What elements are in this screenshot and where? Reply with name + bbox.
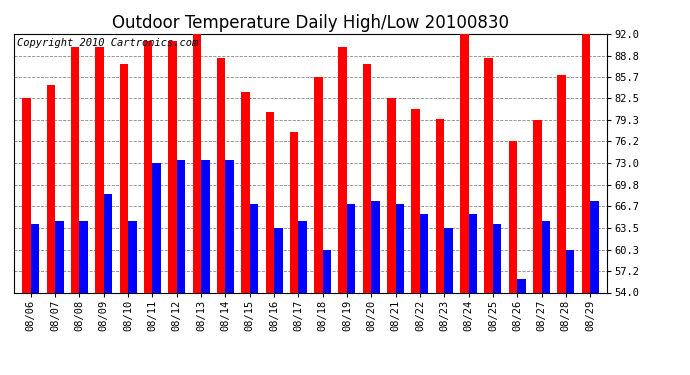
Bar [71,47,79,292]
Bar [339,47,347,292]
Bar [314,76,323,292]
Bar [274,228,282,292]
Bar [542,221,550,292]
Bar [144,40,152,292]
Bar [533,120,542,292]
Bar [469,214,477,292]
Bar [460,34,469,292]
Bar [168,40,177,292]
Bar [363,64,371,292]
Bar [226,160,234,292]
Bar [387,99,395,292]
Bar [177,160,185,292]
Bar [266,112,274,292]
Bar [558,75,566,292]
Bar [47,85,55,292]
Bar [201,160,210,292]
Bar [371,201,380,292]
Bar [590,201,599,292]
Bar [420,214,428,292]
Bar [128,221,137,292]
Bar [152,163,161,292]
Bar [217,58,226,292]
Bar [518,279,526,292]
Bar [31,224,39,292]
Title: Outdoor Temperature Daily High/Low 20100830: Outdoor Temperature Daily High/Low 20100… [112,14,509,32]
Bar [323,250,331,292]
Bar [193,34,201,292]
Bar [395,204,404,292]
Bar [582,34,590,292]
Bar [79,221,88,292]
Bar [436,119,444,292]
Bar [241,92,250,292]
Bar [55,221,63,292]
Bar [22,99,31,292]
Bar [95,47,104,292]
Bar [347,204,355,292]
Bar [509,141,518,292]
Bar [250,204,258,292]
Bar [444,228,453,292]
Bar [484,58,493,292]
Bar [119,64,128,292]
Bar [298,221,307,292]
Bar [104,194,112,292]
Bar [290,132,298,292]
Bar [566,250,574,292]
Bar [411,109,420,292]
Text: Copyright 2010 Cartronics.com: Copyright 2010 Cartronics.com [17,38,198,48]
Bar [493,224,502,292]
